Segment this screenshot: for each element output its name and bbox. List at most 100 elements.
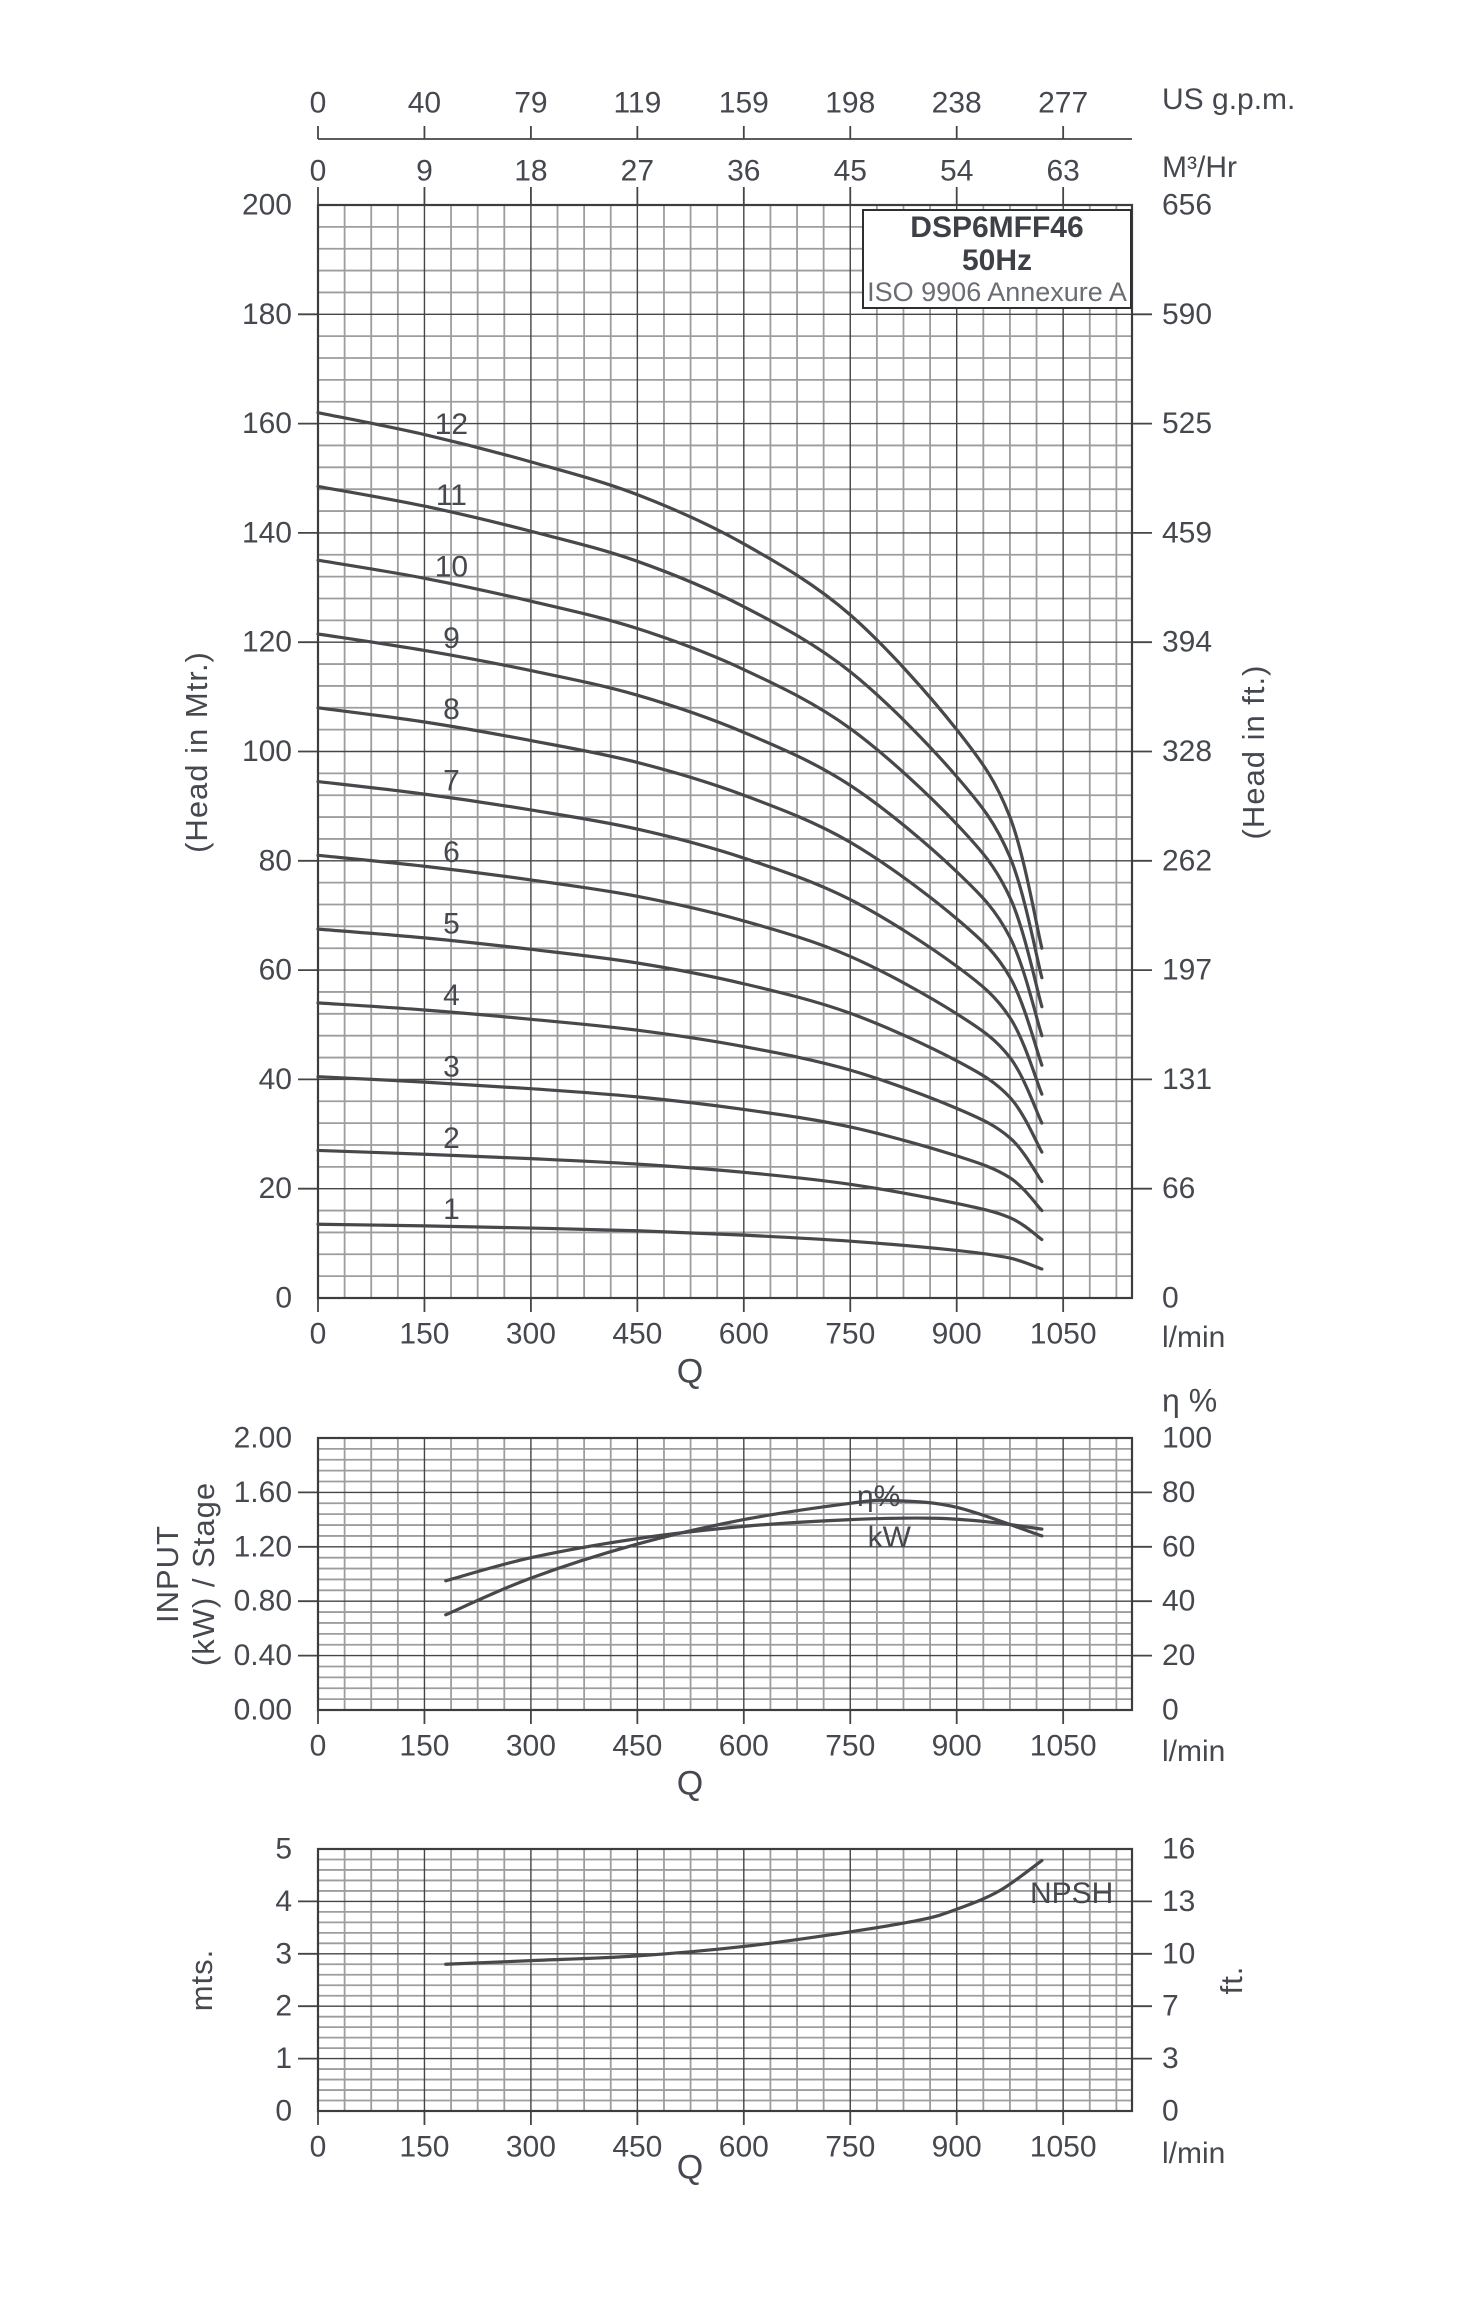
curve-label-stage-7: 7 — [443, 765, 460, 798]
y-tick-left-label: 20 — [259, 1172, 292, 1205]
y-tick-right-label: 3 — [1162, 2042, 1179, 2075]
standard-label: ISO 9906 Annexure A — [867, 276, 1127, 307]
y-tick-right-label: 16 — [1162, 1833, 1195, 1866]
y-tick-left-label: 140 — [242, 516, 292, 549]
curve-kw — [444, 1516, 1044, 1583]
curve-npsh — [444, 1858, 1044, 1966]
curve-label-stage-1: 1 — [443, 1193, 460, 1226]
x-tick-label: 900 — [932, 1730, 982, 1763]
gpm-tick-label: 0 — [310, 87, 327, 120]
m3hr-tick-label: 54 — [940, 155, 973, 188]
m3hr-tick-label: 45 — [834, 155, 867, 188]
y-tick-right-label: 0 — [1162, 1694, 1179, 1727]
curve-label-stage-2: 2 — [443, 1122, 460, 1155]
plot-border — [316, 1436, 1134, 1712]
y-tick-right-label: 20 — [1162, 1639, 1195, 1672]
power-chart-left-axis-label: INPUT (kW) / Stage — [150, 1482, 222, 1666]
y-tick-left-label: 0.80 — [234, 1585, 292, 1618]
head-chart-left-axis-label: (Head in Mtr.) — [179, 651, 214, 853]
curve-label-stage-11: 11 — [436, 479, 467, 512]
x-tick-label: 750 — [825, 1730, 875, 1763]
x-tick-label: 0 — [310, 1730, 327, 1763]
y-tick-left-label: 3 — [275, 1937, 292, 1970]
frequency-label: 50Hz — [961, 243, 1033, 277]
power-axis-label-line1: INPUT — [150, 1525, 185, 1624]
y-tick-right-label: 7 — [1162, 1990, 1179, 2023]
y-tick-left-label: 200 — [242, 189, 292, 222]
curve-label-stage-6: 6 — [443, 836, 460, 869]
y-tick-left-label: 0 — [275, 1282, 292, 1315]
plot-border — [316, 1847, 1134, 2113]
y-tick-left-label: 5 — [275, 1833, 292, 1866]
x-tick-label: 0 — [310, 1318, 327, 1351]
x-tick-label: 900 — [932, 2131, 982, 2164]
x-tick-label: 150 — [399, 2131, 449, 2164]
x-tick-label: 750 — [825, 1318, 875, 1351]
gpm-tick-label: 40 — [408, 87, 441, 120]
y-tick-right-label: 590 — [1162, 298, 1212, 331]
curve-stage-6 — [316, 853, 1044, 1125]
curve-stage-1 — [316, 1222, 1044, 1271]
m3hr-tick-label: 36 — [727, 155, 760, 188]
npsh-chart-x-axis-unit: l/min — [1162, 2137, 1226, 2170]
y-tick-left-label: 1.20 — [234, 1530, 292, 1563]
gpm-tick-label: 238 — [932, 87, 982, 120]
npsh-chart-right-axis-label: ft. — [1214, 1965, 1249, 1995]
gpm-tick-label: 277 — [1038, 87, 1088, 120]
x-tick-label: 0 — [310, 2131, 327, 2164]
power-chart-x-axis-unit: l/min — [1162, 1735, 1226, 1768]
gpm-tick-label: 79 — [514, 87, 547, 120]
efficiency-axis-unit: η % — [1162, 1382, 1218, 1419]
y-tick-right-label: 0 — [1162, 2095, 1179, 2128]
head-chart-x-axis-title: Q — [676, 1352, 704, 1391]
curve-label-stage-3: 3 — [443, 1050, 460, 1083]
npsh-chart-left-axis-label: mts. — [184, 1948, 219, 2012]
x-tick-label: 450 — [612, 1318, 662, 1351]
m3hr-tick-label: 0 — [310, 155, 327, 188]
title-box: DSP6MFF46 50Hz ISO 9906 Annexure A — [862, 209, 1132, 309]
y-tick-left-label: 0.00 — [234, 1694, 292, 1727]
curve-eta — [444, 1498, 1044, 1617]
curve-label-stage-8: 8 — [443, 693, 460, 726]
y-tick-left-label: 120 — [242, 626, 292, 659]
m3hr-tick-label: 63 — [1046, 155, 1079, 188]
curve-stage-8 — [316, 706, 1044, 1067]
y-tick-left-label: 160 — [242, 407, 292, 440]
power-axis-label-line2: (kW) / Stage — [186, 1481, 221, 1667]
x-tick-label: 600 — [719, 1730, 769, 1763]
y-tick-right-label: 66 — [1162, 1172, 1195, 1205]
y-tick-right-label: 262 — [1162, 844, 1212, 877]
gpm-tick-label: 198 — [825, 87, 875, 120]
y-tick-left-label: 2 — [275, 1990, 292, 2023]
pump-model-label: DSP6MFF46 — [910, 210, 1084, 244]
top-axis-unit-m3hr: M³/Hr — [1162, 151, 1237, 184]
curve-label-stage-9: 9 — [443, 622, 460, 655]
x-tick-label: 300 — [506, 1730, 556, 1763]
y-tick-right-label: 459 — [1162, 516, 1212, 549]
curve-stage-4 — [316, 1001, 1044, 1184]
plot-border — [316, 203, 1134, 1300]
curve-stage-11 — [316, 484, 1044, 980]
x-tick-label: 600 — [719, 2131, 769, 2164]
curve-stage-2 — [316, 1148, 1044, 1242]
y-tick-left-label: 40 — [259, 1063, 292, 1096]
x-tick-label: 450 — [612, 2131, 662, 2164]
y-tick-left-label: 1.60 — [234, 1476, 292, 1509]
m3hr-tick-label: 18 — [514, 155, 547, 188]
curve-stage-9 — [316, 632, 1044, 1038]
power-efficiency-chart: 0 150 300 450 600 750 900 1050 0.00 0 0.40 20 0.80 40… — [234, 1422, 1212, 1763]
power-chart-x-axis-title: Q — [676, 1764, 704, 1803]
curve-label-npsh: NPSH — [1030, 1877, 1113, 1910]
y-tick-left-label: 100 — [242, 735, 292, 768]
curve-stage-3 — [316, 1075, 1044, 1213]
top-axis-unit-us-gpm: US g.p.m. — [1162, 83, 1296, 116]
x-tick-label: 300 — [506, 2131, 556, 2164]
x-tick-label: 750 — [825, 2131, 875, 2164]
y-tick-right-label: 394 — [1162, 626, 1212, 659]
head-chart-x-axis-unit: l/min — [1162, 1321, 1226, 1354]
y-tick-left-label: 0.40 — [234, 1639, 292, 1672]
